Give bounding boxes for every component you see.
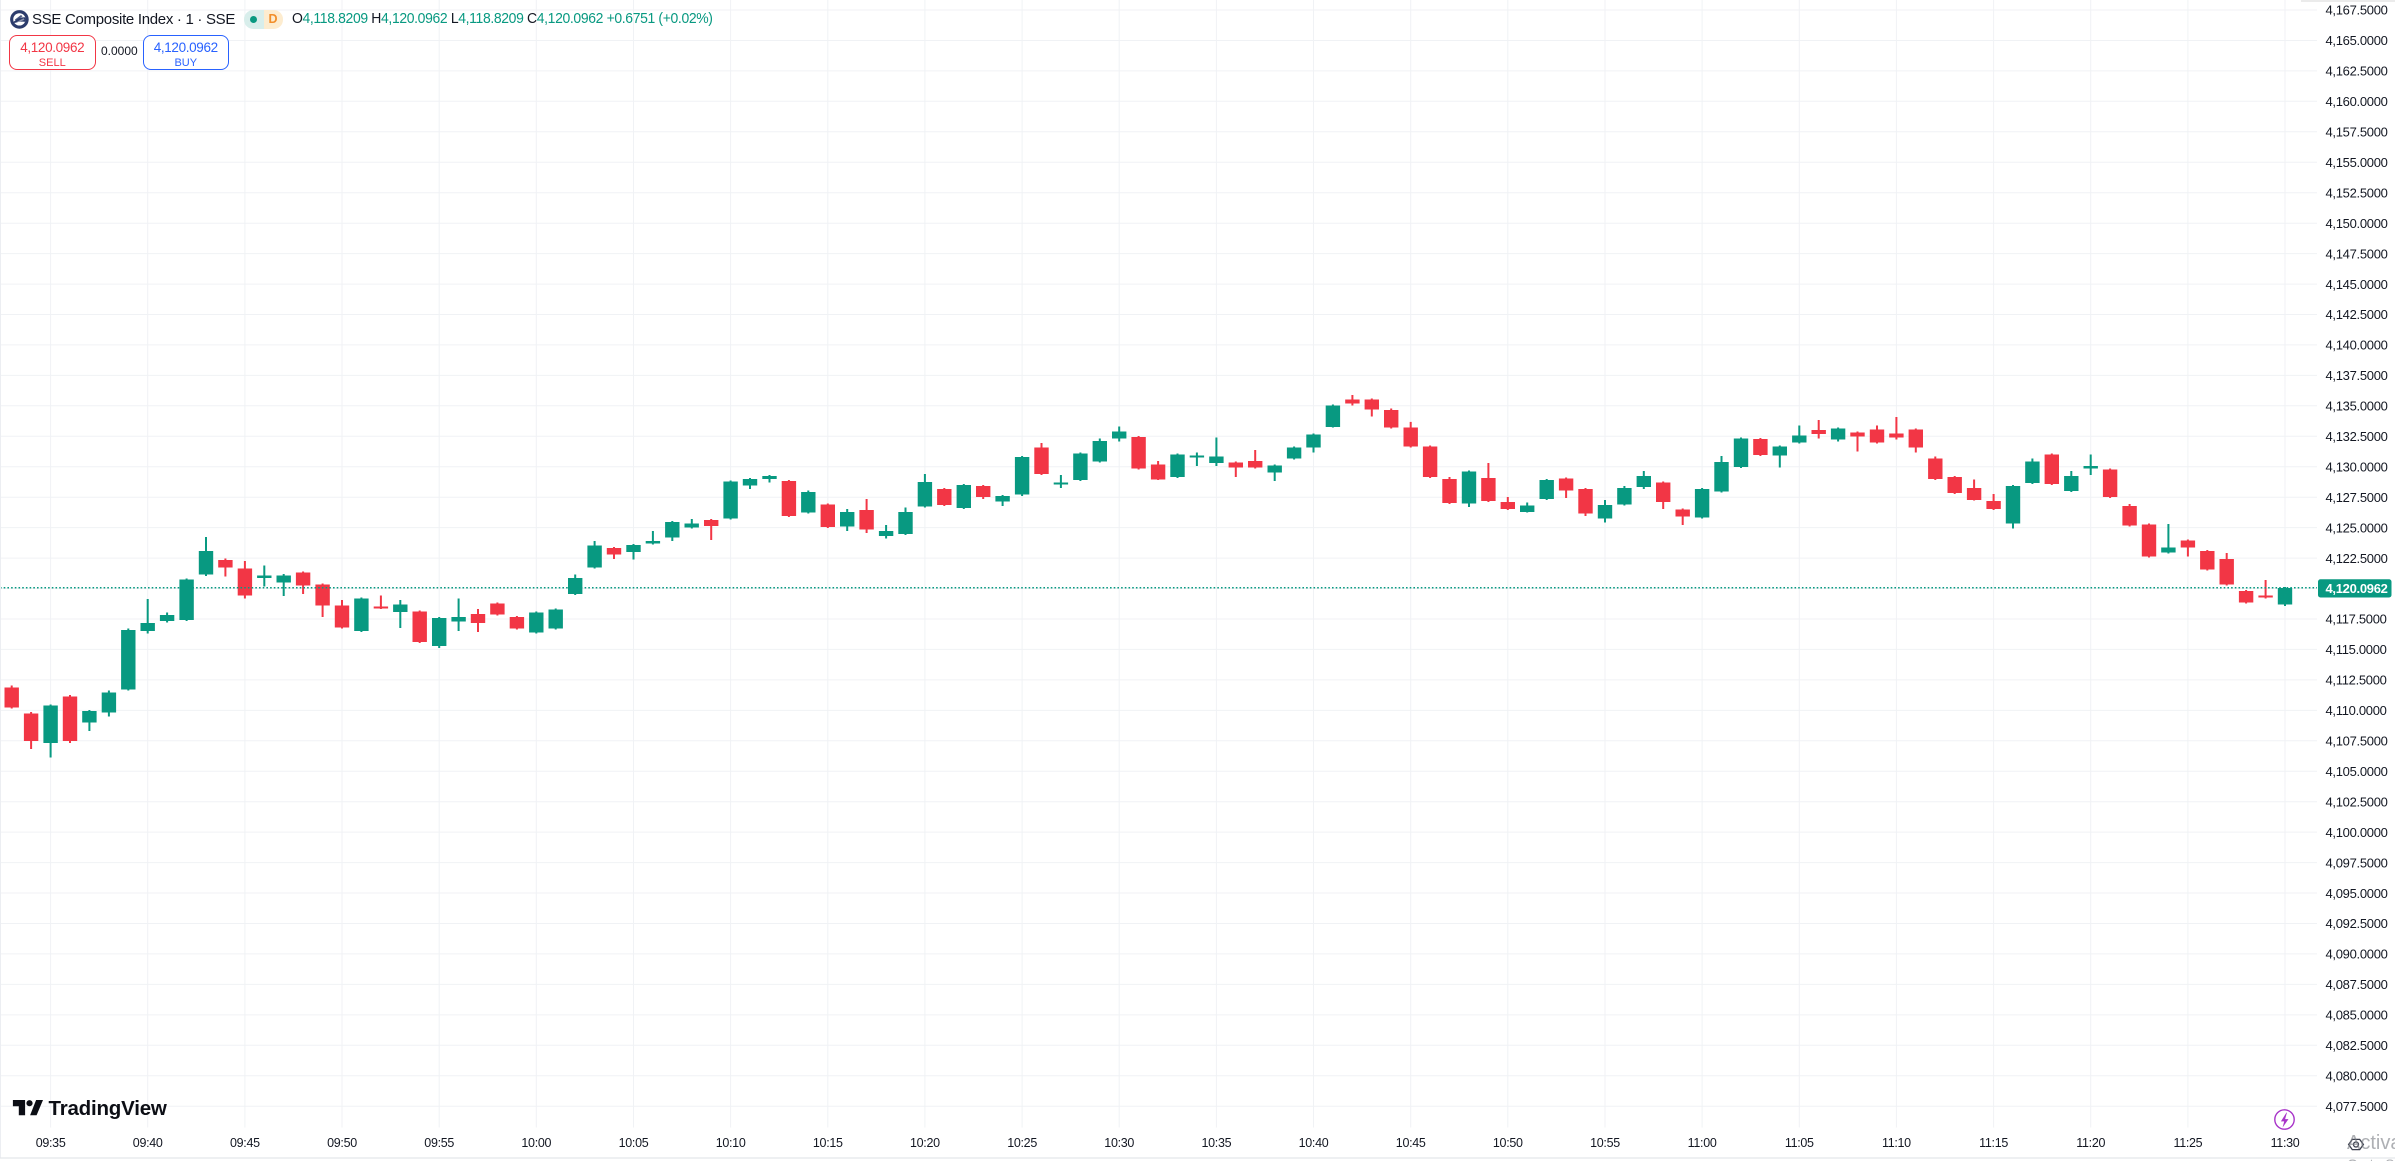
svg-text:10:05: 10:05 xyxy=(619,1136,649,1150)
svg-text:4,095.0000: 4,095.0000 xyxy=(2326,886,2388,901)
svg-text:10:25: 10:25 xyxy=(1007,1136,1037,1150)
svg-text:11:15: 11:15 xyxy=(1979,1136,2008,1150)
svg-text:4,082.5000: 4,082.5000 xyxy=(2326,1038,2388,1053)
svg-text:09:40: 09:40 xyxy=(133,1136,163,1150)
svg-text:4,140.0000: 4,140.0000 xyxy=(2326,338,2388,353)
svg-text:4,122.5000: 4,122.5000 xyxy=(2326,551,2388,566)
svg-text:4,120.0962: 4,120.0962 xyxy=(2326,581,2388,596)
svg-text:09:45: 09:45 xyxy=(230,1136,260,1150)
svg-text:4,132.5000: 4,132.5000 xyxy=(2326,429,2388,444)
svg-text:4,160.0000: 4,160.0000 xyxy=(2326,94,2388,109)
svg-text:10:35: 10:35 xyxy=(1202,1136,1232,1150)
svg-text:4,112.5000: 4,112.5000 xyxy=(2326,673,2387,688)
svg-text:4,152.5000: 4,152.5000 xyxy=(2326,185,2388,200)
svg-text:4,142.5000: 4,142.5000 xyxy=(2326,307,2388,322)
svg-text:10:30: 10:30 xyxy=(1104,1136,1134,1150)
svg-text:4,145.0000: 4,145.0000 xyxy=(2326,277,2388,292)
svg-text:4,135.0000: 4,135.0000 xyxy=(2326,399,2388,414)
svg-text:4,080.0000: 4,080.0000 xyxy=(2326,1069,2388,1084)
svg-text:11:00: 11:00 xyxy=(1688,1136,1717,1150)
svg-text:4,165.0000: 4,165.0000 xyxy=(2326,33,2388,48)
svg-text:4,092.5000: 4,092.5000 xyxy=(2326,916,2388,931)
svg-text:10:00: 10:00 xyxy=(521,1136,551,1150)
svg-text:10:15: 10:15 xyxy=(813,1136,843,1150)
svg-text:4,130.0000: 4,130.0000 xyxy=(2326,459,2388,474)
svg-text:09:55: 09:55 xyxy=(424,1136,454,1150)
svg-text:4,155.0000: 4,155.0000 xyxy=(2326,155,2388,170)
svg-text:4,105.0000: 4,105.0000 xyxy=(2326,764,2388,779)
svg-text:4,100.0000: 4,100.0000 xyxy=(2326,825,2388,840)
svg-text:11:05: 11:05 xyxy=(1785,1136,1814,1150)
svg-text:11:30: 11:30 xyxy=(2271,1136,2300,1150)
svg-text:11:20: 11:20 xyxy=(2076,1136,2105,1150)
svg-text:09:50: 09:50 xyxy=(327,1136,357,1150)
svg-text:4,090.0000: 4,090.0000 xyxy=(2326,947,2388,962)
svg-text:4,087.5000: 4,087.5000 xyxy=(2326,977,2388,992)
svg-text:4,107.5000: 4,107.5000 xyxy=(2326,734,2388,749)
svg-text:4,137.5000: 4,137.5000 xyxy=(2326,368,2388,383)
svg-text:09:35: 09:35 xyxy=(36,1136,66,1150)
svg-text:10:50: 10:50 xyxy=(1493,1136,1523,1150)
svg-text:4,110.0000: 4,110.0000 xyxy=(2326,703,2387,718)
svg-text:4,147.5000: 4,147.5000 xyxy=(2326,246,2388,261)
svg-text:10:45: 10:45 xyxy=(1396,1136,1426,1150)
svg-text:4,167.5000: 4,167.5000 xyxy=(2326,3,2388,18)
svg-text:4,077.5000: 4,077.5000 xyxy=(2326,1099,2388,1114)
svg-text:10:40: 10:40 xyxy=(1299,1136,1329,1150)
svg-text:11:25: 11:25 xyxy=(2173,1136,2202,1150)
svg-text:10:55: 10:55 xyxy=(1590,1136,1620,1150)
svg-text:4,162.5000: 4,162.5000 xyxy=(2326,64,2388,79)
svg-text:4,102.5000: 4,102.5000 xyxy=(2326,794,2388,809)
svg-text:4,115.0000: 4,115.0000 xyxy=(2326,642,2387,657)
svg-text:4,097.5000: 4,097.5000 xyxy=(2326,855,2388,870)
svg-text:10:20: 10:20 xyxy=(910,1136,940,1150)
svg-text:4,127.5000: 4,127.5000 xyxy=(2326,490,2388,505)
svg-text:4,150.0000: 4,150.0000 xyxy=(2326,216,2388,231)
svg-text:4,157.5000: 4,157.5000 xyxy=(2326,125,2388,140)
svg-text:4,117.5000: 4,117.5000 xyxy=(2326,612,2387,627)
svg-text:4,085.0000: 4,085.0000 xyxy=(2326,1008,2388,1023)
svg-text:11:10: 11:10 xyxy=(1882,1136,1911,1150)
svg-text:10:10: 10:10 xyxy=(716,1136,746,1150)
svg-text:4,125.0000: 4,125.0000 xyxy=(2326,520,2388,535)
